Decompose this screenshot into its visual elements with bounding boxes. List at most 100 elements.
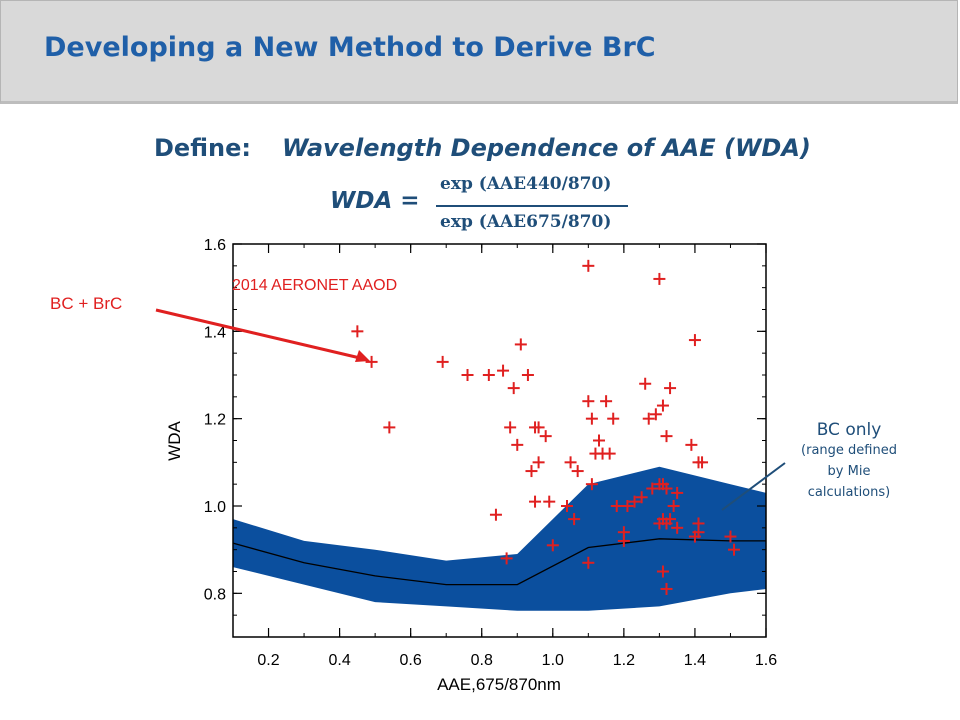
data-point: [639, 377, 652, 390]
data-point: [571, 465, 584, 478]
data-point: [546, 539, 559, 552]
bc-line-layer: [232, 538, 766, 586]
bc-only-pointer: [721, 462, 786, 511]
data-point: [592, 434, 605, 447]
x-tick-label: 0.4: [328, 652, 350, 669]
data-point: [642, 412, 655, 425]
data-point: [436, 355, 449, 368]
data-point: [649, 408, 662, 421]
data-point: [529, 495, 542, 508]
point-layer: [351, 259, 741, 595]
formula-denominator: exp (AAE675/870): [440, 212, 612, 232]
x-tick-label: 0.6: [400, 652, 422, 669]
formula-numerator: exp (AAE440/870): [440, 174, 612, 194]
tick-layer: 0.2 0.4 0.6 0.8 1.0 1.2 1.4 1.6 0.8 1.0 1.2 1.4 1.6: [204, 237, 777, 669]
data-point: [696, 456, 709, 469]
data-point: [685, 438, 698, 451]
data-point: [489, 508, 502, 521]
bc-brc-annotation: BC + BrC: [50, 294, 123, 313]
bc-only-note-line-2: by Mie: [827, 464, 871, 479]
x-tick-label: 1.2: [613, 652, 635, 669]
bc-brc-arrow-head: [355, 350, 370, 362]
data-point: [539, 430, 552, 443]
data-point: [728, 543, 741, 556]
data-point: [504, 421, 517, 434]
data-point: [607, 412, 620, 425]
data-point: [461, 369, 474, 381]
data-point: [525, 465, 538, 478]
bc-band-layer: [233, 466, 766, 611]
bc-only-note-line-1: (range defined: [801, 443, 897, 458]
y-axis-label: WDA: [165, 421, 184, 461]
data-point: [514, 338, 527, 351]
data-point: [621, 500, 634, 512]
define-label: Define:: [154, 134, 251, 162]
y-tick-label: 1.6: [204, 237, 226, 254]
data-point: [600, 395, 613, 408]
data-point: [482, 369, 495, 381]
x-tick-label: 0.8: [471, 652, 493, 669]
slide-title: Developing a New Method to Derive BrC: [44, 32, 656, 63]
bc-only-annotation: BC only (range defined by Mie calculatio…: [786, 420, 912, 503]
data-point: [497, 364, 510, 377]
data-point: [582, 556, 595, 569]
data-point: [585, 412, 598, 425]
data-point: [500, 552, 513, 565]
x-axis-label: AAE,675/870nm: [437, 675, 561, 694]
data-point: [660, 582, 673, 595]
bc-only-note-line-3: calculations): [807, 485, 891, 500]
data-point: [656, 565, 669, 578]
data-point: [383, 421, 396, 434]
data-point: [660, 517, 673, 530]
x-tick-label: 1.4: [684, 652, 706, 669]
y-tick-label: 1.4: [204, 324, 226, 341]
y-tick-label: 0.8: [204, 586, 226, 603]
x-tick-label: 1.0: [542, 652, 564, 669]
data-point: [656, 399, 669, 412]
x-tick-label: 0.2: [257, 652, 279, 669]
data-point: [664, 382, 677, 395]
data-point: [646, 482, 659, 495]
data-point: [532, 456, 545, 469]
formula-fraction-bar: [436, 205, 628, 207]
data-point: [671, 486, 684, 499]
data-point: [365, 355, 378, 368]
y-tick-label: 1.2: [204, 412, 226, 429]
bc-center-line: [232, 538, 766, 586]
bc-brc-arrow-line: [155, 308, 361, 360]
x-tick-label: 1.6: [755, 652, 777, 669]
data-point: [628, 495, 641, 508]
data-point: [564, 456, 577, 469]
data-point: [660, 482, 673, 495]
data-point: [521, 369, 534, 381]
data-point: [568, 513, 581, 526]
data-point: [582, 395, 595, 408]
bc-range-band: [233, 466, 766, 611]
data-point: [617, 526, 630, 539]
data-point: [585, 478, 598, 491]
data-point: [653, 272, 666, 285]
define-title: Wavelength Dependence of AAE (WDA): [282, 134, 811, 162]
title-bar-inner: [5, 5, 955, 101]
bc-only-label: BC only: [816, 420, 882, 440]
data-point: [507, 382, 520, 395]
data-point: [635, 491, 648, 504]
data-point: [724, 530, 737, 543]
formula-lhs: WDA =: [330, 188, 420, 214]
data-point: [561, 500, 574, 512]
data-point: [660, 430, 673, 443]
data-point: [688, 530, 701, 543]
data-point: [511, 438, 524, 451]
data-point: [543, 495, 556, 508]
y-tick-label: 1.0: [204, 499, 226, 516]
title-bar: [0, 0, 958, 104]
data-point: [610, 500, 623, 512]
data-point: [667, 500, 680, 512]
data-point: [671, 521, 684, 534]
data-point: [582, 259, 595, 272]
data-point: [688, 334, 701, 347]
legend-label: 2014 AERONET AAOD: [232, 277, 397, 294]
data-point: [532, 421, 545, 434]
data-point: [351, 325, 364, 338]
